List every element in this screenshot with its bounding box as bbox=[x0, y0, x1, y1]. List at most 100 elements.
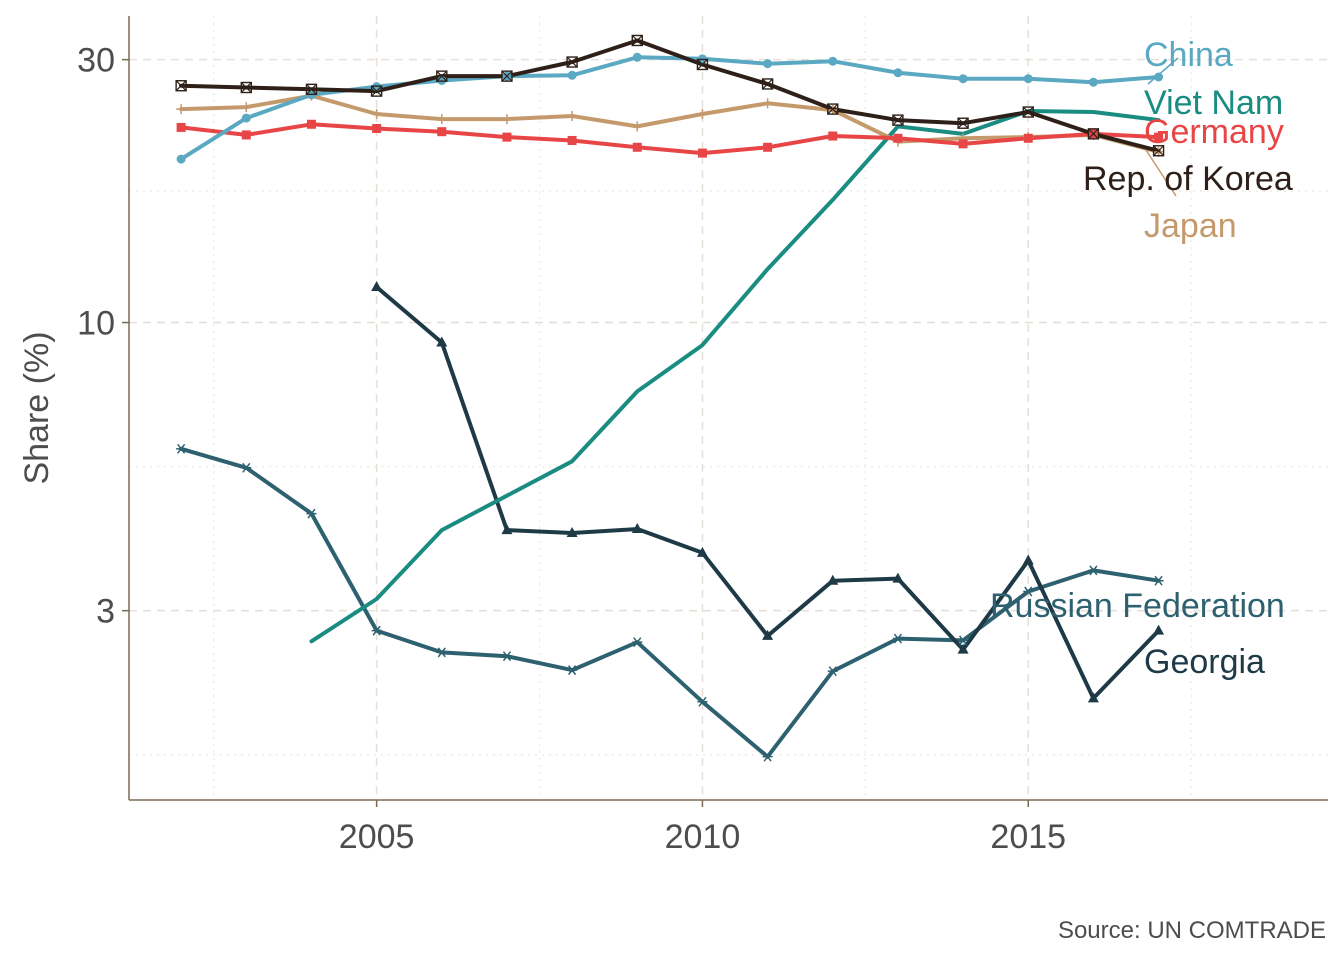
data-point-china bbox=[1088, 77, 1098, 87]
data-point-georgia bbox=[631, 523, 643, 534]
series-line-germany bbox=[179, 122, 1161, 156]
data-point-georgia bbox=[827, 574, 839, 585]
data-point-china bbox=[1154, 72, 1164, 82]
data-point-germany bbox=[1023, 133, 1033, 143]
marker-cross bbox=[1153, 145, 1165, 157]
data-point-germany bbox=[176, 122, 186, 132]
data-point-rep-of-korea bbox=[1022, 106, 1034, 118]
marker-cross bbox=[827, 103, 839, 115]
data-point-russian-federation bbox=[436, 647, 447, 658]
data-point-georgia bbox=[957, 643, 969, 654]
data-point-rep-of-korea bbox=[175, 80, 187, 92]
marker-cross bbox=[957, 117, 969, 129]
label-connector-japan bbox=[1145, 149, 1177, 197]
data-point-rep-of-korea bbox=[501, 70, 513, 82]
data-point-rep-of-korea bbox=[957, 117, 969, 129]
data-point-china bbox=[893, 68, 903, 78]
series-label-rep-of-korea: Rep. of Korea bbox=[1083, 160, 1293, 198]
marker-square bbox=[370, 85, 383, 97]
data-point-russian-federation bbox=[892, 633, 903, 644]
data-point-china bbox=[241, 113, 251, 123]
series-label-china: China bbox=[1144, 36, 1233, 74]
marker-square bbox=[957, 117, 969, 129]
data-point-japan bbox=[371, 109, 382, 120]
data-point-georgia bbox=[566, 527, 578, 538]
data-point-germany bbox=[893, 133, 903, 143]
data-point-germany bbox=[437, 127, 447, 137]
data-point-china bbox=[567, 70, 577, 80]
y-axis-title: Share (%) bbox=[18, 331, 56, 484]
data-point-china bbox=[632, 52, 642, 62]
series-label-germany: Germany bbox=[1144, 113, 1284, 151]
marker-cross bbox=[762, 78, 774, 90]
data-point-rep-of-korea bbox=[631, 34, 643, 47]
data-point-russian-federation bbox=[762, 751, 773, 762]
data-point-georgia bbox=[696, 546, 708, 557]
marker-cross bbox=[306, 83, 317, 95]
marker-cross bbox=[240, 82, 252, 93]
x-tick-label: 2005 bbox=[339, 818, 415, 856]
data-point-china bbox=[958, 74, 968, 84]
data-point-russian-federation bbox=[241, 462, 252, 473]
data-point-japan bbox=[501, 114, 512, 125]
marker-cross bbox=[1087, 128, 1099, 140]
data-point-russian-federation bbox=[632, 637, 643, 648]
data-point-georgia bbox=[892, 572, 904, 583]
marker-cross bbox=[631, 35, 643, 46]
marker-square bbox=[696, 58, 709, 71]
data-point-russian-federation bbox=[958, 635, 969, 646]
data-point-rep-of-korea bbox=[370, 85, 383, 97]
grid bbox=[129, 16, 1328, 800]
data-point-georgia bbox=[436, 336, 448, 347]
data-point-rep-of-korea bbox=[761, 78, 774, 90]
data-point-russian-federation bbox=[371, 625, 382, 636]
data-point-rep-of-korea bbox=[305, 83, 318, 96]
data-point-rep-of-korea bbox=[827, 103, 839, 115]
data-point-germany bbox=[372, 123, 382, 133]
marker-cross bbox=[697, 59, 708, 70]
data-point-russian-federation bbox=[176, 443, 187, 454]
series-line-russian-federation bbox=[179, 446, 1161, 759]
series-label-viet-nam: Viet Nam bbox=[1144, 84, 1283, 122]
series-markers bbox=[175, 34, 1165, 762]
marker-square bbox=[240, 81, 252, 94]
data-point-rep-of-korea bbox=[1087, 128, 1100, 140]
data-point-rep-of-korea bbox=[1152, 145, 1165, 157]
data-point-germany bbox=[1154, 132, 1164, 142]
data-point-germany bbox=[632, 142, 642, 152]
series-label-georgia: Georgia bbox=[1144, 643, 1265, 681]
data-point-rep-of-korea bbox=[436, 70, 448, 82]
marker-square bbox=[566, 56, 578, 68]
x-tick-label: 2015 bbox=[990, 818, 1066, 856]
data-point-china bbox=[828, 56, 838, 66]
data-point-china bbox=[763, 59, 773, 69]
series-label-russian-federation: Russian Federation bbox=[990, 587, 1285, 625]
series-label-japan: Japan bbox=[1144, 207, 1237, 245]
marker-square bbox=[827, 103, 839, 115]
data-point-rep-of-korea bbox=[566, 56, 578, 68]
data-point-germany bbox=[763, 142, 773, 152]
data-point-russian-federation bbox=[501, 651, 512, 662]
data-point-russian-federation bbox=[1088, 565, 1099, 576]
label-connector-china bbox=[1147, 57, 1179, 85]
marker-cross bbox=[371, 85, 383, 97]
data-point-germany bbox=[567, 135, 577, 145]
data-point-germany bbox=[502, 132, 512, 142]
data-point-rep-of-korea bbox=[892, 114, 904, 126]
series-line-japan bbox=[179, 93, 1161, 154]
data-point-russian-federation bbox=[567, 665, 578, 676]
marker-square bbox=[305, 83, 318, 96]
series-lines bbox=[179, 38, 1161, 759]
data-point-china bbox=[1023, 74, 1033, 84]
source-note: Source: UN COMTRADE bbox=[1058, 917, 1326, 944]
data-point-rep-of-korea bbox=[696, 58, 709, 71]
data-point-georgia bbox=[1087, 692, 1099, 703]
data-point-germany bbox=[697, 148, 707, 158]
data-point-germany bbox=[306, 119, 316, 129]
data-point-germany bbox=[828, 131, 838, 141]
data-point-georgia bbox=[762, 629, 774, 640]
marker-cross bbox=[892, 114, 904, 126]
